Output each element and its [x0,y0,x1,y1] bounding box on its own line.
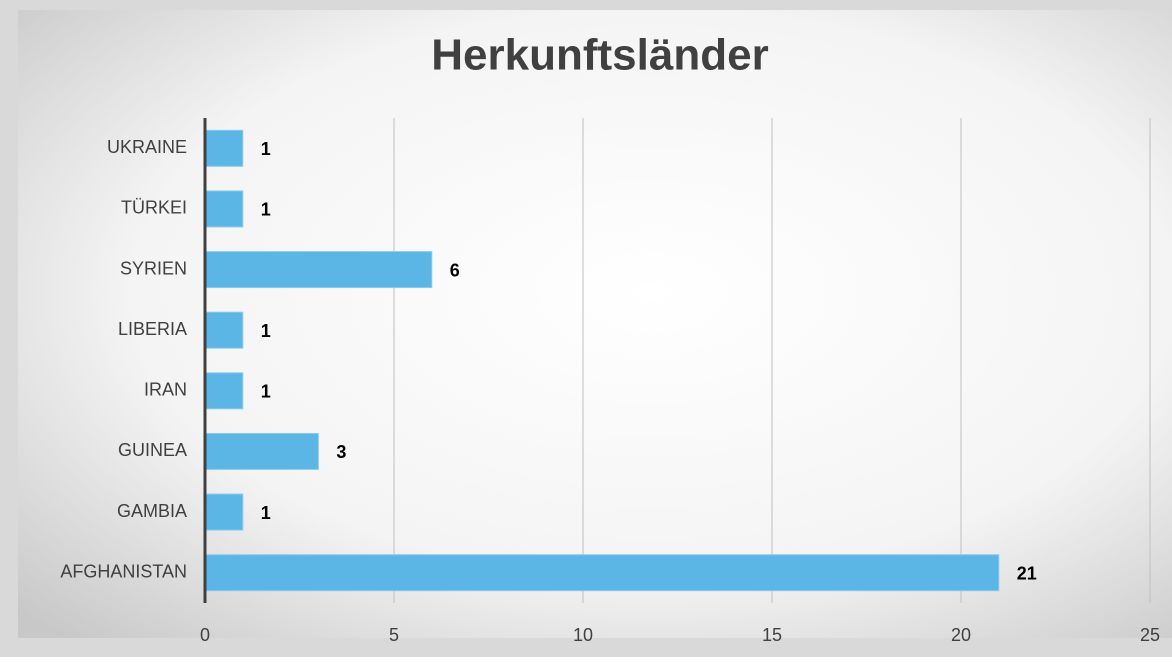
bar [204,432,319,470]
x-tick-label: 25 [1140,625,1160,645]
bar [204,311,244,349]
bar [204,129,244,167]
y-tick-label: AFGHANISTAN [60,561,187,581]
bar [204,251,433,289]
y-tick-label: GAMBIA [117,501,187,521]
y-tick-label: LIBERIA [118,319,187,339]
y-tick-label: GUINEA [118,440,187,460]
value-label: 1 [261,503,271,523]
bar [204,554,1000,592]
value-label: 1 [261,321,271,341]
value-label: 6 [450,260,460,280]
value-label: 21 [1017,563,1037,583]
x-tick-label: 15 [762,625,782,645]
y-tick-label: UKRAINE [107,137,187,157]
x-tick-label: 5 [389,625,399,645]
bar [204,493,244,531]
x-tick-label: 20 [951,625,971,645]
bar [204,190,244,228]
chart-title: Herkunftsländer [431,31,768,80]
value-label: 1 [261,382,271,402]
y-tick-label: TÜRKEI [121,198,187,218]
background [18,10,1172,638]
x-tick-label: 0 [200,625,210,645]
x-tick-label: 10 [573,625,593,645]
value-label: 1 [261,139,271,159]
value-label: 1 [261,200,271,220]
y-tick-label: IRAN [144,380,187,400]
bar [204,372,244,410]
y-tick-label: SYRIEN [120,258,187,278]
value-label: 3 [336,442,346,462]
